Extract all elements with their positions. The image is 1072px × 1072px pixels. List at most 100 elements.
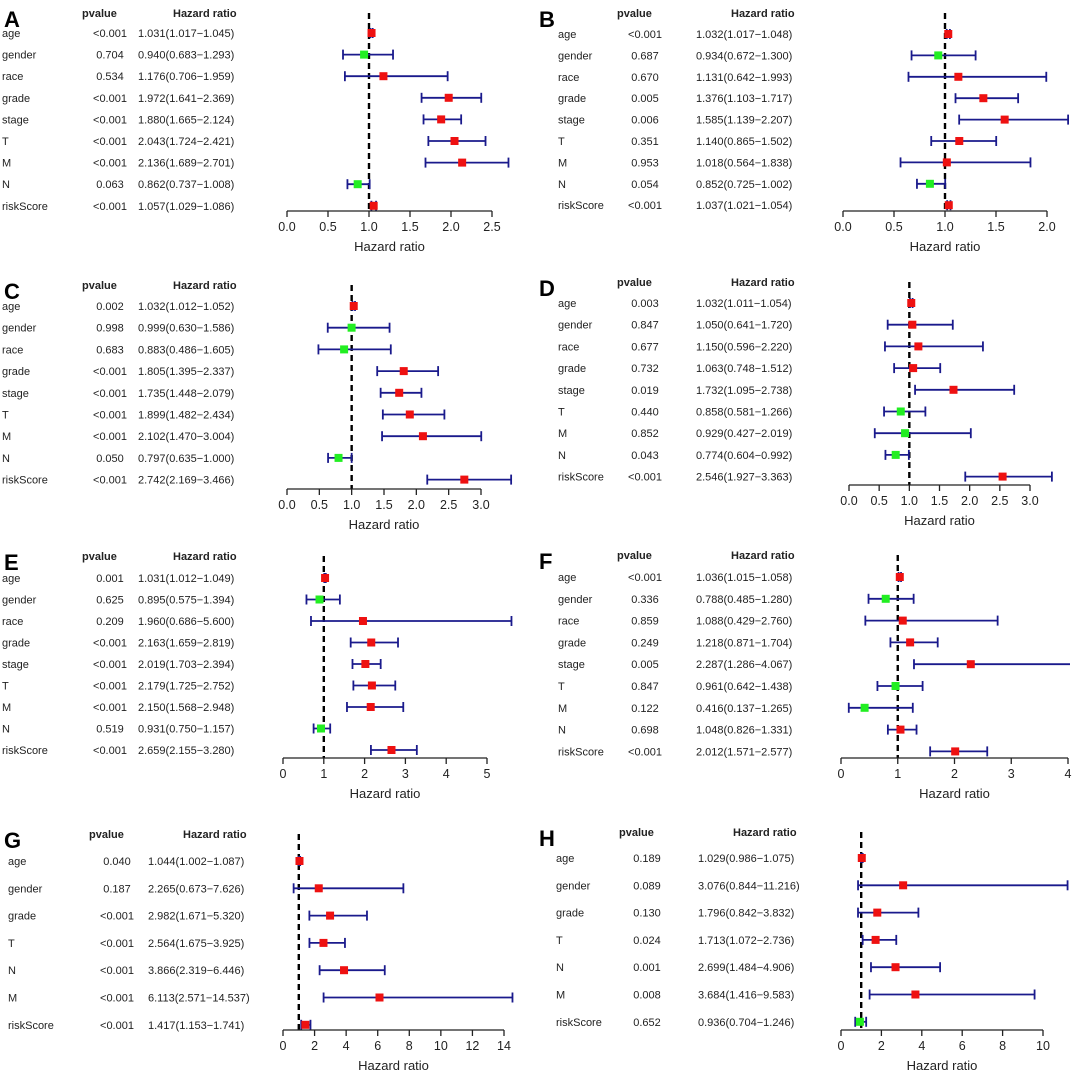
x-tick-label: 1.5 — [931, 494, 948, 508]
row-hazard-ratio: 1.585(1.139−2.207) — [696, 115, 792, 127]
x-tick-label: 1.5 — [375, 498, 392, 512]
row-pvalue: <0.001 — [93, 681, 127, 693]
row-pvalue: 0.440 — [631, 407, 659, 419]
row-label: T — [2, 136, 9, 148]
row-hazard-ratio: 1.899(1.482−2.434) — [138, 410, 234, 422]
row-hazard-ratio: 1.376(1.103−1.717) — [696, 93, 792, 105]
row-label: gender — [2, 323, 37, 335]
x-tick-label: 2.5 — [991, 494, 1008, 508]
row-label: M — [558, 157, 567, 169]
row-label: race — [2, 344, 23, 356]
pvalue-header: pvalue — [617, 8, 652, 20]
row-label: riskScore — [2, 475, 48, 487]
row-label: riskScore — [2, 201, 48, 213]
hazard-ratio-point — [891, 682, 900, 690]
hazard-ratio-point — [896, 407, 905, 416]
panel-letter: D — [539, 276, 555, 301]
hazard-ratio-header: Hazard ratio — [733, 827, 797, 839]
row-label: N — [2, 453, 10, 465]
row-hazard-ratio: 0.999(0.630−1.586) — [138, 323, 234, 335]
row-label: age — [558, 572, 576, 584]
x-tick-label: 0.0 — [278, 220, 295, 234]
row-hazard-ratio: 1.057(1.029−1.086) — [138, 201, 234, 213]
row-pvalue: 0.519 — [96, 724, 124, 736]
x-tick-label: 4 — [443, 767, 450, 781]
x-tick-label: 2.5 — [440, 498, 457, 512]
row-label: age — [2, 573, 20, 585]
row-label: gender — [2, 50, 37, 62]
row-hazard-ratio: 1.044(1.002−1.087) — [148, 856, 244, 868]
row-pvalue: <0.001 — [93, 702, 127, 714]
row-hazard-ratio: 1.735(1.448−2.079) — [138, 388, 234, 400]
row-label: riskScore — [558, 200, 604, 212]
row-label: N — [2, 724, 10, 736]
row-pvalue: <0.001 — [100, 911, 134, 923]
hazard-ratio-point — [444, 93, 453, 102]
row-label: race — [558, 72, 579, 84]
row-label: M — [2, 431, 11, 443]
hazard-ratio-header: Hazard ratio — [173, 551, 237, 563]
hazard-ratio-point — [949, 385, 958, 394]
hazard-ratio-point — [895, 573, 904, 581]
row-pvalue: 0.050 — [96, 453, 124, 465]
row-pvalue: 0.008 — [633, 990, 661, 1002]
hazard-ratio-point — [367, 681, 376, 690]
row-hazard-ratio: 0.788(0.485−1.280) — [696, 594, 792, 606]
row-label: M — [2, 158, 11, 170]
x-tick-label: 4 — [1065, 767, 1072, 781]
hazard-ratio-point — [405, 410, 414, 419]
row-pvalue: <0.001 — [628, 572, 662, 584]
row-hazard-ratio: 0.416(0.137−1.265) — [696, 703, 792, 715]
hazard-ratio-point — [399, 367, 408, 376]
hazard-ratio-point — [955, 137, 964, 145]
row-hazard-ratio: 1.713(1.072−2.736) — [698, 935, 794, 947]
row-label: race — [558, 341, 579, 353]
hazard-ratio-header: Hazard ratio — [173, 280, 237, 292]
row-pvalue: 0.002 — [96, 301, 124, 313]
hazard-ratio-point — [891, 963, 900, 972]
x-axis-label: Hazard ratio — [350, 786, 421, 801]
row-pvalue: <0.001 — [93, 410, 127, 422]
row-pvalue: 0.698 — [631, 725, 659, 737]
hazard-ratio-point — [340, 966, 349, 975]
row-pvalue: 0.006 — [631, 115, 659, 127]
x-tick-label: 1.0 — [360, 220, 377, 234]
row-pvalue: 0.187 — [103, 883, 131, 895]
row-hazard-ratio: 0.934(0.672−1.300) — [696, 50, 792, 62]
row-label: M — [8, 993, 17, 1005]
row-pvalue: 0.336 — [631, 594, 659, 606]
x-tick-label: 6 — [374, 1039, 381, 1053]
row-label: age — [558, 29, 576, 41]
hazard-ratio-point — [896, 725, 905, 734]
row-label: T — [556, 935, 563, 947]
row-label: stage — [558, 385, 585, 397]
hazard-ratio-point — [460, 475, 469, 484]
row-hazard-ratio: 1.031(1.012−1.049) — [138, 573, 234, 585]
x-tick-label: 0.0 — [834, 220, 851, 234]
hazard-ratio-point — [891, 450, 900, 459]
row-label: N — [8, 965, 16, 977]
row-hazard-ratio: 1.063(0.748−1.512) — [696, 363, 792, 375]
row-label: riskScore — [558, 472, 604, 484]
row-pvalue: <0.001 — [93, 28, 127, 40]
hazard-ratio-point — [295, 857, 304, 865]
x-tick-label: 0 — [838, 767, 845, 781]
hazard-ratio-point — [301, 1020, 310, 1029]
row-hazard-ratio: 0.774(0.604−0.992) — [696, 450, 792, 462]
hazard-ratio-point — [966, 660, 975, 669]
hazard-ratio-point — [379, 72, 388, 81]
row-hazard-ratio: 1.732(1.095−2.738) — [696, 385, 792, 397]
row-label: grade — [558, 637, 586, 649]
hazard-ratio-point — [954, 72, 963, 81]
row-hazard-ratio: 0.862(0.737−1.008) — [138, 179, 234, 191]
row-pvalue: 0.953 — [631, 157, 659, 169]
row-hazard-ratio: 1.048(0.826−1.331) — [696, 725, 792, 737]
x-tick-label: 1 — [320, 767, 327, 781]
row-hazard-ratio: 2.019(1.703−2.394) — [138, 659, 234, 671]
x-tick-label: 2.0 — [961, 494, 978, 508]
row-label: N — [558, 725, 566, 737]
panel-letter: E — [4, 550, 19, 575]
hazard-ratio-point — [934, 51, 943, 60]
